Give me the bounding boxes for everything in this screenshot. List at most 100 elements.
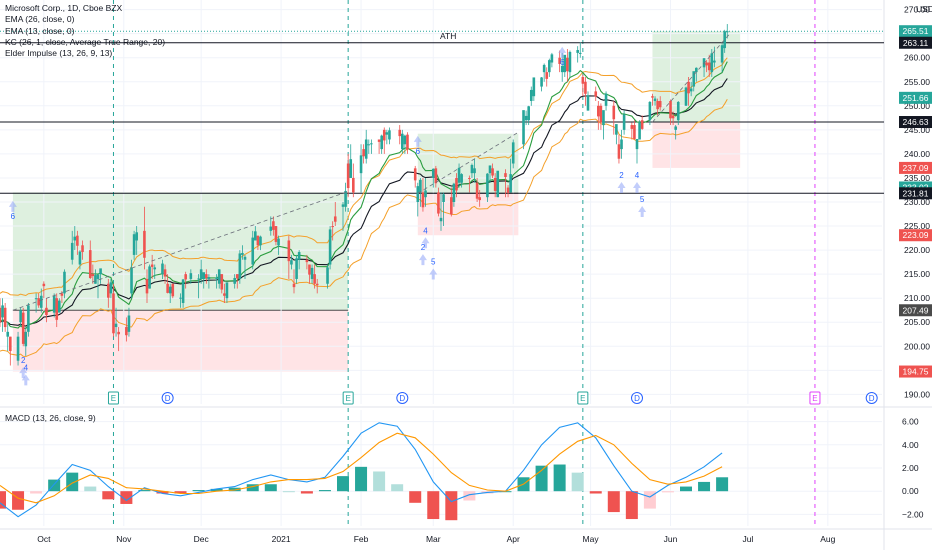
candle-body [382, 129, 386, 141]
candle [576, 46, 579, 63]
candle [235, 274, 239, 289]
candle [341, 202, 345, 231]
time-tick-label: Aug [820, 534, 835, 544]
candle-body [684, 87, 688, 106]
earnings-marker[interactable]: E [577, 391, 589, 405]
legend-kc[interactable]: KC (26, 1, close, Average True Range, 20… [5, 36, 166, 47]
dividend-marker[interactable]: D [865, 392, 878, 404]
candle [638, 120, 641, 140]
candle [274, 226, 278, 246]
candle [328, 226, 332, 270]
candle-body [705, 62, 708, 66]
price-tick-label: 245.00 [904, 125, 930, 135]
candle [19, 307, 22, 328]
candle [184, 271, 187, 289]
candle [305, 254, 309, 270]
candle-body [269, 226, 273, 231]
candle-body [568, 51, 572, 73]
candle-body [615, 124, 618, 135]
signal-count-label: 2 [21, 356, 26, 365]
candle-body [223, 293, 226, 296]
candle [684, 86, 688, 106]
candle-body [367, 144, 371, 146]
macd-histogram-bar [12, 491, 25, 510]
candle-body [633, 125, 636, 139]
candle [406, 132, 409, 154]
candle [143, 206, 146, 270]
candle-body [522, 110, 525, 145]
candle-body [16, 336, 20, 361]
candle-body [34, 298, 38, 300]
candle-body [385, 132, 389, 135]
dividend-marker[interactable]: D [631, 392, 643, 404]
candle [377, 139, 381, 154]
candle [522, 110, 525, 150]
earnings-marker[interactable]: E [342, 391, 354, 405]
candle-body [612, 105, 616, 120]
candle [161, 259, 164, 279]
candle [488, 165, 492, 183]
candle [0, 298, 2, 328]
candle [656, 98, 659, 116]
price-tag [899, 36, 932, 49]
candle [620, 129, 623, 159]
candle-body [695, 67, 698, 73]
candle [460, 173, 463, 188]
macd-histogram-bar [246, 484, 259, 492]
candle [509, 158, 512, 193]
dividend-marker[interactable]: D [396, 392, 409, 404]
candle [506, 185, 510, 198]
legend-ema13[interactable]: EMA (13, close, 0) [5, 25, 75, 36]
candle [676, 101, 680, 126]
candle-body [452, 183, 456, 202]
candle-body [1, 305, 4, 318]
candle [58, 298, 61, 313]
candle [326, 264, 329, 289]
legend-ema26[interactable]: EMA (26, close, 0) [5, 14, 75, 25]
candle [527, 105, 530, 126]
earnings-marker[interactable]: E [809, 391, 821, 405]
candle-body [215, 277, 218, 279]
candle [403, 134, 407, 154]
candle [225, 282, 229, 303]
candle-body [202, 272, 206, 279]
candle [478, 189, 481, 207]
candle-body [586, 95, 590, 111]
candle [21, 307, 25, 347]
macd-histogram-bar [427, 491, 440, 520]
candle [385, 129, 389, 145]
candle [511, 139, 515, 169]
candle-body [0, 307, 2, 323]
legend-elder[interactable]: Elder Impulse (13, 26, 9, 13) [5, 48, 113, 59]
candle [135, 226, 138, 255]
candle [207, 274, 211, 289]
candle-body [496, 170, 500, 198]
macd-legend[interactable]: MACD (13, 26, close, 9) [5, 413, 96, 423]
macd-tick-label: 2.00 [902, 463, 919, 473]
candle-body [143, 230, 146, 258]
candle-body [290, 260, 293, 265]
candle-body [560, 65, 564, 73]
macd-histogram-bar [373, 471, 386, 492]
legend-symbol[interactable]: Microsoft Corp., 1D, Cboe BZX [5, 3, 123, 13]
candle [723, 29, 726, 53]
candle-body [326, 267, 329, 284]
candle [434, 165, 438, 188]
time-tick-label: Oct [37, 534, 51, 544]
candle-body [450, 197, 453, 215]
candle-body [457, 167, 461, 183]
candle-body [9, 336, 12, 352]
time-tick-label: 2021 [272, 534, 291, 544]
macd-histogram-bar [48, 479, 61, 492]
candle-body [251, 237, 255, 265]
candle [179, 293, 182, 308]
candle [707, 54, 711, 77]
price-tick-label: 250.00 [904, 101, 930, 111]
candle [24, 327, 28, 356]
dividend-marker[interactable]: D [161, 392, 174, 404]
candle-body [346, 163, 350, 189]
candle [145, 269, 149, 303]
earnings-marker[interactable]: E [107, 391, 119, 405]
candle-body [506, 187, 510, 193]
price-tag-label: 251.66 [903, 93, 929, 103]
